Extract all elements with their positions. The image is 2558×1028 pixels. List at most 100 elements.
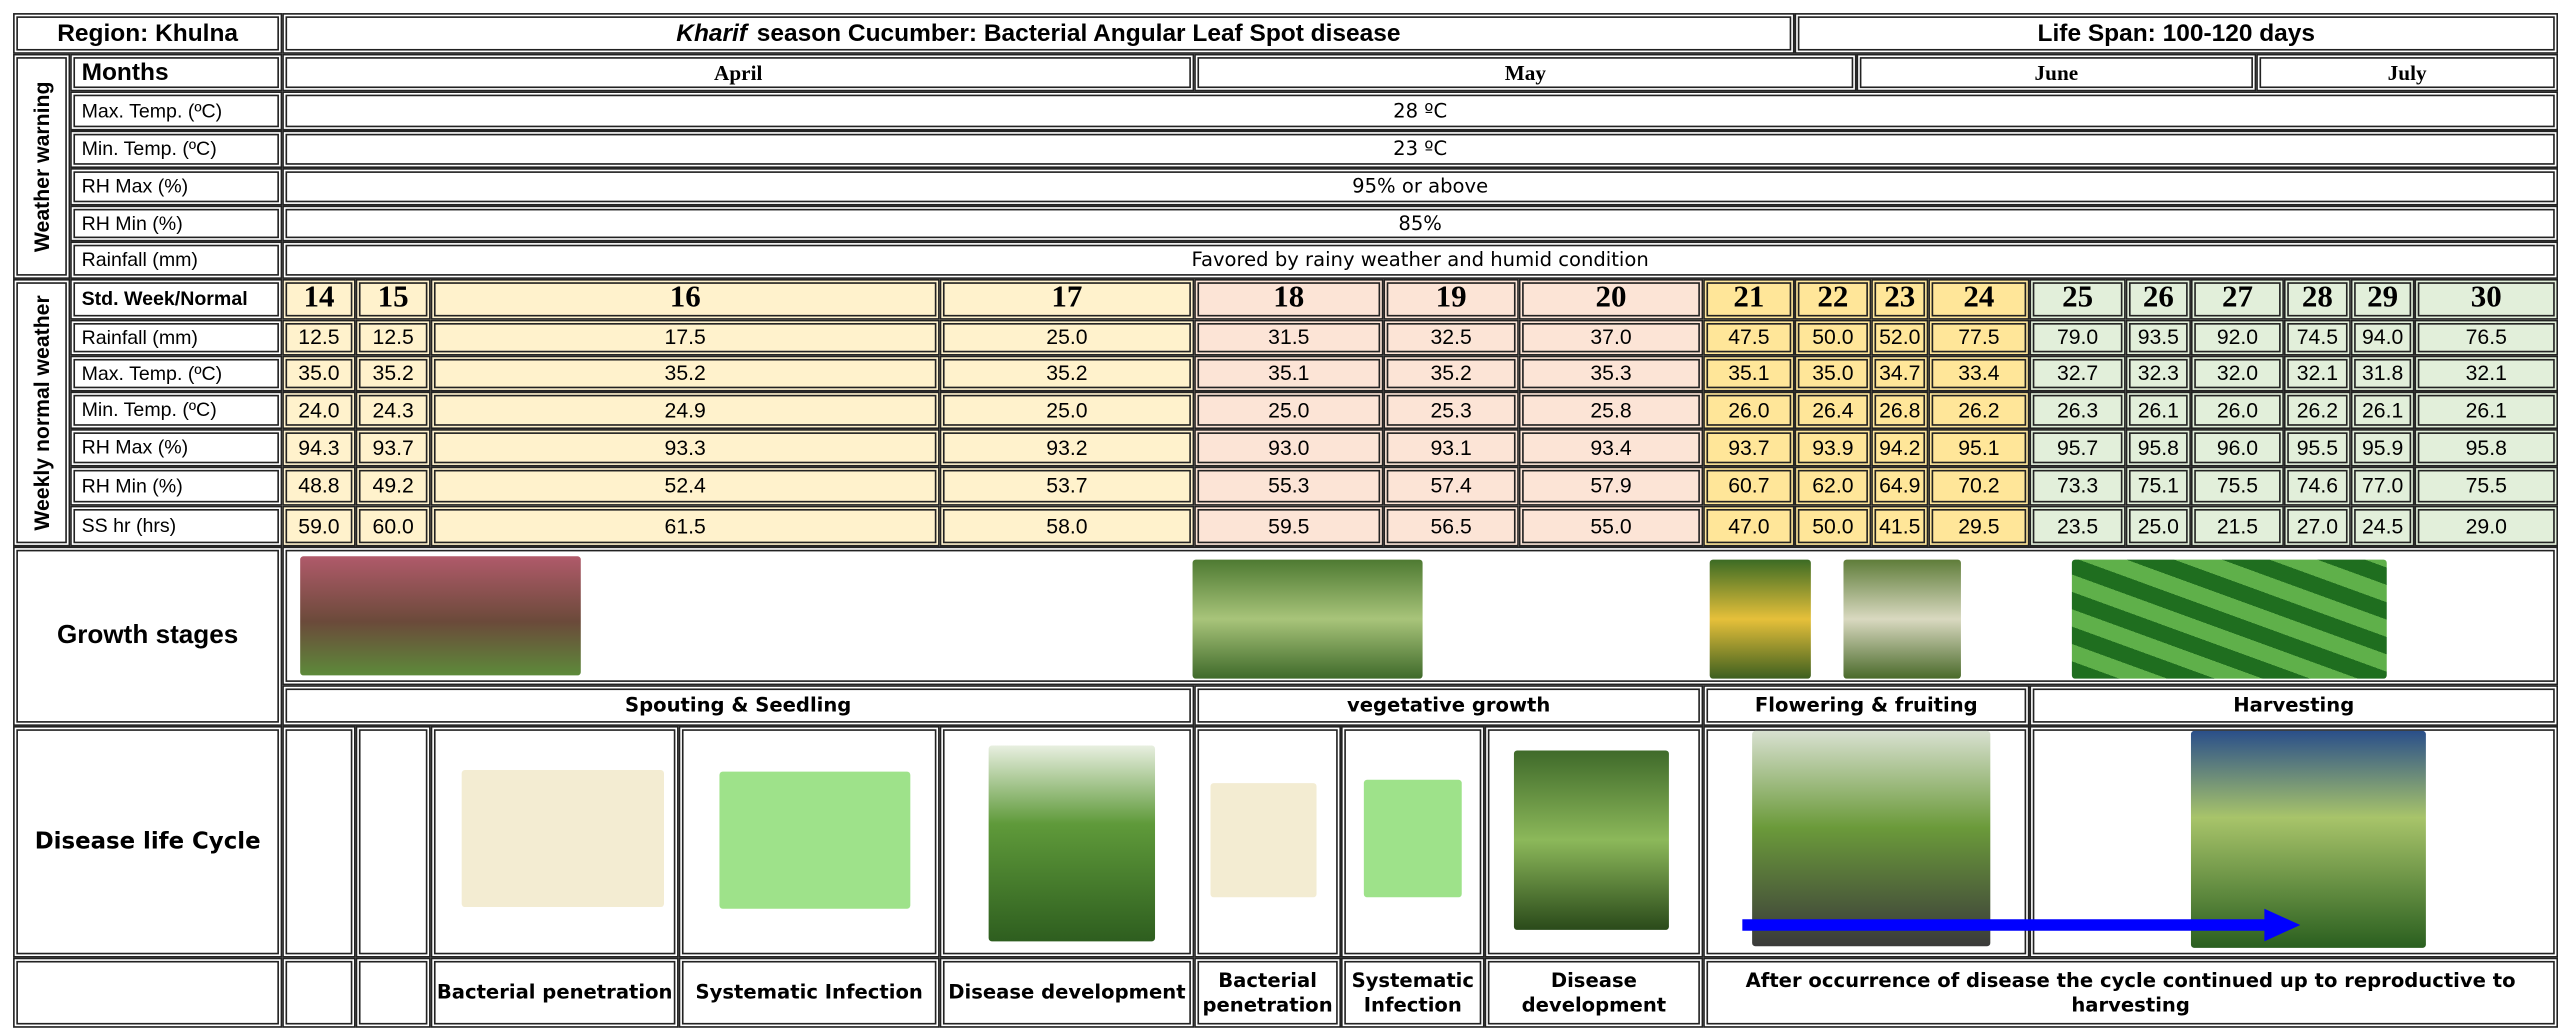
weekly-value: 60.0 [356,506,431,547]
weekly-value: 93.4 [1519,429,1703,467]
weekly-value: 93.7 [1703,429,1794,467]
weekly-value: 35.2 [1383,356,1518,392]
weekly-value: 53.7 [940,467,1194,506]
weekly-value: 95.8 [2414,429,2558,467]
week-number: 22 [1795,279,1872,320]
caption: Bacterial penetration [431,958,679,1028]
weekly-value: 24.5 [2351,506,2415,547]
stage-label: Harvesting [2029,685,2558,726]
weekly-value: 31.8 [2351,356,2415,392]
weekly-value: 64.9 [1871,467,1928,506]
weekly-value: 34.7 [1871,356,1928,392]
weekly-value: 95.1 [1928,429,2029,467]
weekly-value: 76.5 [2414,320,2558,356]
weekly-value: 23.5 [2029,506,2125,547]
weekly-value: 24.3 [356,392,431,430]
week-number: 18 [1194,279,1383,320]
weekly-value: 93.3 [431,429,940,467]
weekly-value: 32.7 [2029,356,2125,392]
week-number: 27 [2191,279,2284,320]
weekly-value: 74.5 [2284,320,2351,356]
months-label: Months [70,54,282,92]
weekly-value: 95.9 [2351,429,2415,467]
week-number: 23 [1871,279,1928,320]
weekly-value: 95.7 [2029,429,2125,467]
weekly-value: 59.5 [1194,506,1383,547]
month: April [282,54,1194,92]
caption-cell [13,958,282,1028]
warning-value: 95% or above [282,168,2558,206]
weekly-value: 75.1 [2126,467,2191,506]
warning-value: 28 ºC [282,91,2558,130]
row-label: RH Min (%) [70,467,282,506]
row-label: Max. Temp. (ºC) [70,356,282,392]
weekly-value: 94.0 [2351,320,2415,356]
weekly-value: 35.2 [356,356,431,392]
weekly-value: 35.0 [282,356,355,392]
weekly-value: 26.2 [2284,392,2351,430]
weekly-value: 41.5 [1871,506,1928,547]
leaf-photo [1514,750,1669,929]
weekly-value: 26.1 [2126,392,2191,430]
stage-label: Spouting & Seedling [282,685,1194,726]
row-label: RH Max (%) [70,429,282,467]
weekly-value: 59.0 [282,506,355,547]
weekly-value: 35.2 [431,356,940,392]
weekly-value: 92.0 [2191,320,2284,356]
row-label: Rainfall (mm) [70,241,282,279]
weekly-value: 32.3 [2126,356,2191,392]
weekly-value: 49.2 [356,467,431,506]
plant-photo [989,746,1155,942]
seedling-photo [300,556,581,675]
growth-label: Growth stages [13,547,282,726]
week-number: 21 [1703,279,1794,320]
warning-value: 85% [282,206,2558,242]
weekly-value: 12.5 [282,320,355,356]
weekly-value: 24.0 [282,392,355,430]
stage-label: vegetative growth [1194,685,1703,726]
fruit-photo [1843,560,1960,679]
weekly-value: 25.8 [1519,392,1703,430]
weekly-value: 32.0 [2191,356,2284,392]
weekly-value: 26.3 [2029,392,2125,430]
flower-photo [1710,560,1811,679]
weekly-value: 61.5 [431,506,940,547]
disease-label: Disease life Cycle [13,726,282,958]
weekly-value: 35.3 [1519,356,1703,392]
week-number: 29 [2351,279,2415,320]
weekly-value: 58.0 [940,506,1194,547]
disease-cell [356,726,431,958]
fruit-section-photo [2191,731,2426,948]
warning-value: 23 ºC [282,131,2558,169]
field-photo [1752,731,1990,946]
vegetative-photo [1193,560,1423,679]
weekly-value: 26.1 [2414,392,2558,430]
weekly-value: 47.5 [1703,320,1794,356]
weekly-value: 17.5 [431,320,940,356]
weekly-value: 32.1 [2414,356,2558,392]
weekly-value: 62.0 [1795,467,1872,506]
weekly-value: 25.0 [940,392,1194,430]
weekly-value: 70.2 [1928,467,2029,506]
week-number: 30 [2414,279,2558,320]
weekly-value: 29.5 [1928,506,2029,547]
weekly-value: 94.2 [1871,429,1928,467]
region: Region: Khulna [13,13,282,54]
micrograph-green [719,772,910,909]
page: Region: Khulna Kharifseason Cucumber: Ba… [0,0,2558,1028]
month: June [1857,54,2257,92]
row-label: Max. Temp. (ºC) [70,91,282,130]
week-number: 26 [2126,279,2191,320]
weekly-value: 50.0 [1795,506,1872,547]
weekly-value: 26.1 [2351,392,2415,430]
row-label: SS hr (hrs) [70,506,282,547]
week-number: 28 [2284,279,2351,320]
weekly-value: 32.5 [1383,320,1518,356]
weekly-value: 77.0 [2351,467,2415,506]
weekly-value: 47.0 [1703,506,1794,547]
weekly-value: 95.5 [2284,429,2351,467]
week-number: 15 [356,279,431,320]
weekly-value: 93.0 [1194,429,1383,467]
weekly-value: 33.4 [1928,356,2029,392]
weekly-value: 26.2 [1928,392,2029,430]
